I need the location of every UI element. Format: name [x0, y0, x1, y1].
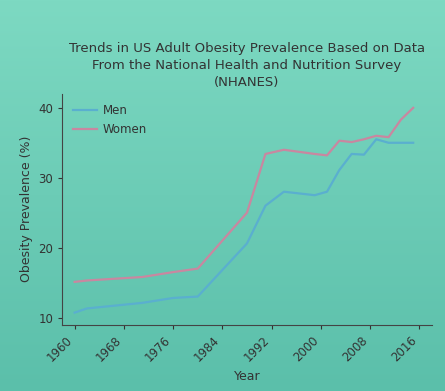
Men	[84, 306, 89, 311]
Men	[410, 140, 416, 145]
Men	[170, 296, 176, 300]
Y-axis label: Obesity Prevalence (%): Obesity Prevalence (%)	[20, 136, 33, 282]
Women	[244, 210, 250, 215]
Women	[398, 117, 404, 122]
Women	[324, 153, 330, 158]
X-axis label: Year: Year	[234, 369, 260, 382]
Women	[361, 137, 367, 142]
Legend: Men, Women: Men, Women	[68, 100, 151, 141]
Men	[349, 152, 354, 156]
Men	[373, 137, 379, 142]
Women	[281, 147, 287, 152]
Women	[140, 274, 145, 279]
Women	[84, 278, 89, 283]
Line: Men: Men	[75, 139, 413, 313]
Men	[195, 294, 200, 299]
Women	[349, 140, 354, 144]
Women	[72, 280, 77, 284]
Men	[72, 310, 77, 315]
Women	[410, 106, 416, 110]
Men	[263, 203, 268, 208]
Women	[263, 152, 268, 156]
Women	[336, 138, 342, 143]
Men	[398, 140, 404, 145]
Men	[312, 193, 317, 197]
Title: Trends in US Adult Obesity Prevalence Based on Data
From the National Health and: Trends in US Adult Obesity Prevalence Ba…	[69, 41, 425, 88]
Line: Women: Women	[75, 108, 413, 282]
Men	[386, 140, 391, 145]
Men	[244, 241, 250, 246]
Women	[373, 133, 379, 138]
Men	[140, 301, 145, 305]
Men	[336, 168, 342, 172]
Men	[361, 152, 367, 157]
Women	[195, 266, 200, 271]
Women	[386, 135, 391, 140]
Women	[170, 270, 176, 274]
Men	[281, 189, 287, 194]
Men	[324, 189, 330, 194]
Women	[312, 152, 317, 156]
